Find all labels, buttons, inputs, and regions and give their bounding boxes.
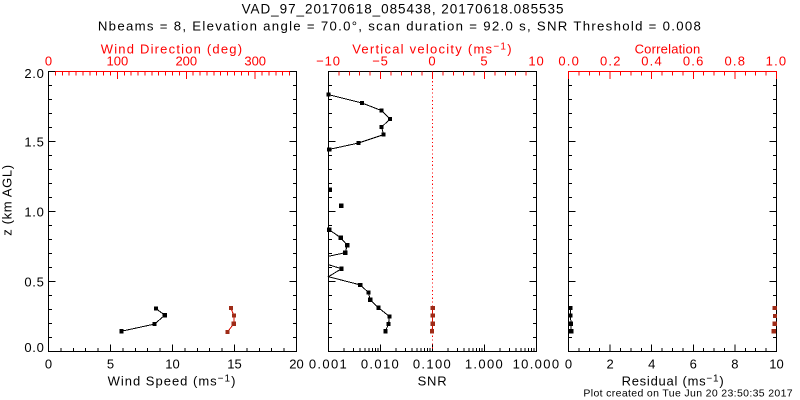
svg-text:Nbeams = 8, Elevation angle =: Nbeams = 8, Elevation angle = 70.0°, sca… (98, 19, 702, 34)
svg-text:0.001: 0.001 (309, 357, 348, 372)
svg-text:8: 8 (731, 357, 738, 372)
svg-text:1.5: 1.5 (24, 134, 44, 149)
svg-text:20: 20 (289, 357, 303, 372)
svg-text:5: 5 (480, 54, 488, 69)
svg-text:0.4: 0.4 (641, 54, 663, 69)
svg-text:Wind Speed (ms−1): Wind Speed (ms−1) (108, 374, 237, 389)
svg-text:SNR: SNR (418, 374, 448, 389)
svg-text:0.6: 0.6 (683, 54, 705, 69)
svg-text:Wind Direction (deg): Wind Direction (deg) (101, 42, 244, 57)
svg-text:−5: −5 (372, 54, 389, 69)
svg-text:300: 300 (244, 54, 266, 69)
svg-text:0.0: 0.0 (24, 340, 44, 355)
svg-text:0.2: 0.2 (600, 54, 622, 69)
svg-text:Vertical velocity (ms−1): Vertical velocity (ms−1) (352, 42, 513, 57)
svg-text:10: 10 (528, 54, 544, 69)
svg-text:0.8: 0.8 (724, 54, 746, 69)
svg-text:Correlation: Correlation (635, 42, 701, 57)
svg-text:−10: −10 (316, 54, 341, 69)
svg-text:15: 15 (227, 357, 241, 372)
svg-text:0: 0 (565, 357, 572, 372)
svg-text:10: 10 (165, 357, 179, 372)
svg-text:6: 6 (690, 357, 697, 372)
svg-text:1.0: 1.0 (24, 204, 44, 219)
svg-text:2: 2 (606, 357, 613, 372)
svg-text:0: 0 (428, 54, 436, 69)
svg-text:0.010: 0.010 (361, 357, 400, 372)
svg-text:200: 200 (175, 54, 197, 69)
svg-text:0.100: 0.100 (413, 357, 452, 372)
svg-text:0: 0 (45, 54, 52, 69)
svg-text:2.0: 2.0 (24, 66, 44, 81)
svg-text:0: 0 (45, 357, 52, 372)
svg-text:Plot created on Tue Jun 20 23:: Plot created on Tue Jun 20 23:50:35 2017 (583, 388, 793, 400)
svg-text:10.000: 10.000 (513, 357, 561, 372)
svg-text:100: 100 (107, 54, 129, 69)
svg-text:z (km AGL): z (km AGL) (0, 164, 15, 236)
svg-text:0.5: 0.5 (24, 274, 44, 289)
svg-text:VAD_97_20170618_085438, 201706: VAD_97_20170618_085438, 20170618.085535 (242, 2, 565, 17)
svg-text:0.0: 0.0 (558, 54, 580, 69)
svg-text:4: 4 (648, 357, 655, 372)
svg-text:5: 5 (107, 357, 114, 372)
svg-text:10: 10 (769, 357, 783, 372)
svg-text:Residual (ms−1): Residual (ms−1) (622, 374, 725, 389)
svg-text:1.0: 1.0 (766, 54, 788, 69)
svg-text:1.000: 1.000 (465, 357, 504, 372)
